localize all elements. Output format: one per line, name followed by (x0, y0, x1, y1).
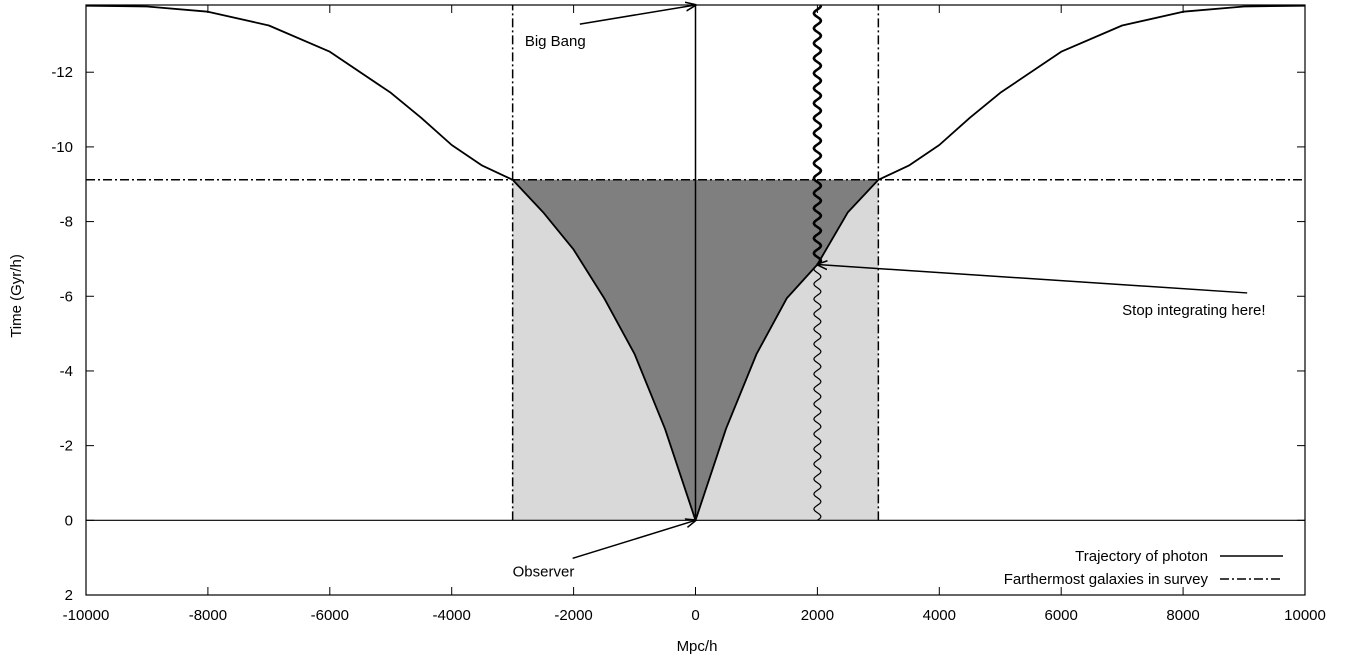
annotation-arrow (817, 265, 1248, 294)
annotation-arrow (572, 520, 696, 560)
x-tick-label: 8000 (1166, 607, 1199, 624)
x-axis-label: Mpc/h (677, 638, 718, 655)
x-tick-label: -2000 (554, 607, 592, 624)
annotation-arrow (579, 5, 696, 25)
x-tick-label: 2000 (801, 607, 834, 624)
x-tick-label: 0 (691, 607, 699, 624)
y-tick-label: -2 (60, 438, 73, 455)
y-tick-label: -10 (51, 139, 73, 156)
annotation-label: Big Bang (525, 33, 586, 50)
y-axis-label: Time (Gyr/h) (8, 254, 25, 338)
y-tick-label: -4 (60, 363, 73, 380)
x-tick-label: -6000 (311, 607, 349, 624)
plot-lines (85, 4, 1306, 522)
y-tick-label: -12 (51, 64, 73, 81)
annotations: Big Bang Observer Stop integrating here! (513, 5, 1266, 580)
x-tick-label: -10000 (63, 607, 110, 624)
y-tick-label: -6 (60, 288, 73, 305)
x-tick-label: 4000 (923, 607, 956, 624)
x-tick-label: -8000 (189, 607, 227, 624)
y-tick-label: -8 (60, 214, 73, 231)
x-tick-label: 6000 (1045, 607, 1078, 624)
y-tick-label: 2 (65, 587, 73, 604)
x-tick-label: -4000 (433, 607, 471, 624)
annotation-label: Stop integrating here! (1122, 302, 1265, 319)
annotation-label: Observer (513, 563, 575, 580)
y-tick-label: 0 (65, 512, 73, 529)
wavy-line-thin (813, 264, 822, 521)
legend-label: Trajectory of photon (1075, 548, 1208, 565)
legend: Trajectory of photon Farthermost galaxies… (1004, 548, 1283, 588)
x-tick-label: 10000 (1284, 607, 1326, 624)
wavy-line-thick (812, 5, 823, 266)
legend-label: Farthermost galaxies in survey (1004, 571, 1209, 588)
